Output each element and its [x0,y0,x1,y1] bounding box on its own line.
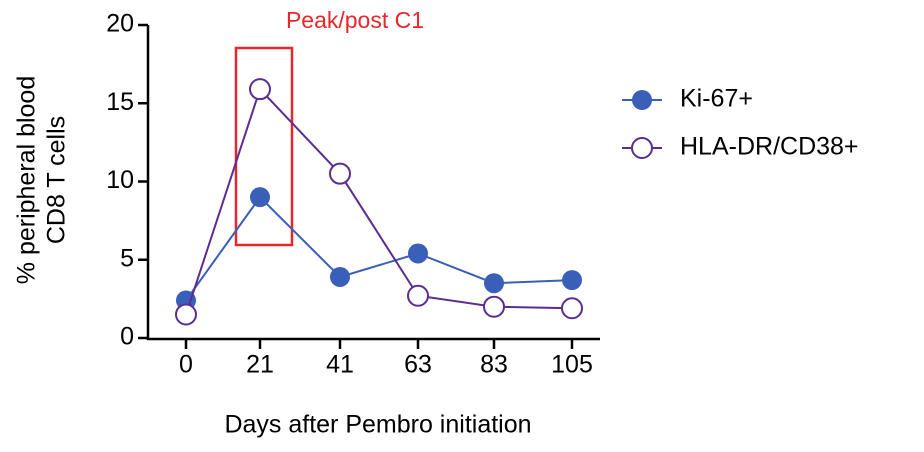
marker [562,270,582,291]
marker [329,162,351,185]
marker [330,266,350,287]
x-tick-label: 83 [480,351,508,379]
y-tick-label: 15 [106,88,134,116]
marker [407,284,429,307]
marker [483,295,505,318]
x-tick-label: 0 [179,351,193,379]
legend-label: HLA-DR/CD38+ [680,133,859,161]
y-tick-label: 0 [120,323,134,351]
marker [249,78,271,101]
marker [408,243,428,264]
y-tick-label: 20 [106,10,134,38]
marker [250,187,270,208]
y-axis-label-line: % peripheral blood [13,76,41,284]
y-axis-label: % peripheral blood CD8 T cells [13,76,71,284]
y-tick-label: 5 [120,244,134,272]
line [185,87,573,315]
line [185,195,573,302]
legend-marker [631,137,653,159]
highlight-box [234,46,294,247]
y-axis-label-line: CD8 T cells [43,116,71,244]
x-tick-label: 105 [551,351,593,379]
marker [175,303,197,326]
marker [484,273,504,294]
annotation: Peak/post C1 [286,7,424,33]
legend-label: Ki-67+ [680,85,753,113]
y-tick-label: 10 [106,166,134,194]
x-tick-label: 41 [326,351,354,379]
x-tick-label: 63 [404,351,432,379]
legend-marker [632,90,652,110]
x-tick-label: 21 [246,351,274,379]
marker [561,297,583,320]
x-axis-label: Days after Pembro initiation [224,411,531,439]
